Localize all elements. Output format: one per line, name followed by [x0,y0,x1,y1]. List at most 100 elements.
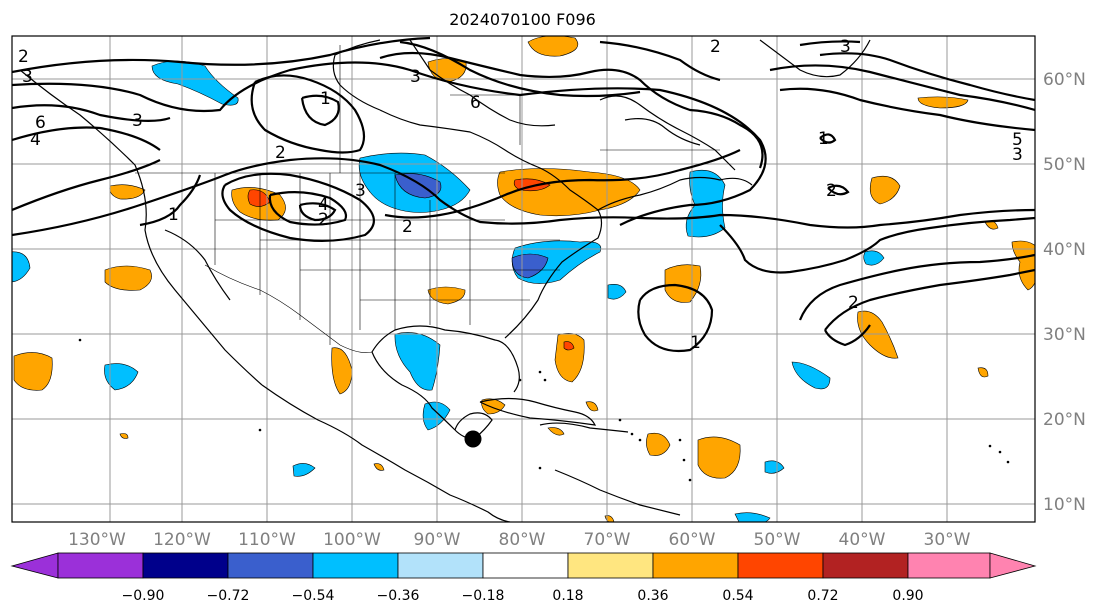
shade-negative [12,251,31,283]
shade-positive [869,175,901,205]
colorbar-tick-label: −0.72 [207,588,250,604]
longitude-label: 40°W [839,530,886,550]
latitude-label: 20°N [1043,410,1086,430]
shade-positive [373,463,385,471]
shade-negative [607,284,627,300]
longitude-label: 90°W [414,530,461,550]
shade-positive [664,264,702,303]
colorbar-tick-label: −0.54 [292,588,335,604]
shade-positive [119,433,129,439]
colorbar-tick-label: 0.90 [892,588,923,604]
colorbar-segment [482,552,569,579]
contour-label: 2 [318,210,329,230]
colorbar-segment [312,552,399,579]
shade-positive [527,36,579,57]
shade-negative [734,512,771,522]
map-title: 2024070100 F096 [449,10,596,29]
longitude-labels: 130°W 120°W 110°W 100°W 90°W 80°W 70°W 6… [68,530,971,550]
colorbar-segment [57,552,144,579]
longitude-label: 30°W [924,530,971,550]
contour-label: 6 [35,113,46,133]
shade-negative [791,361,831,390]
contour-label: 2 [826,181,837,201]
contour-label-group: 2 3 6 4 3 1 2 3 4 2 1 2 6 3 5 3 1 2 2 1 … [18,37,1023,353]
shade-positive [331,347,353,395]
colorbar [10,552,1037,579]
longitude-label: 100°W [323,530,381,550]
shade-positive [547,427,565,436]
shade-positive [604,515,615,522]
contour-label: 2 [848,293,859,313]
shade-positive [697,436,741,479]
latitude-label: 60°N [1043,70,1086,90]
shade-negative [292,463,316,477]
shade-positive [497,168,641,217]
colorbar-segment [397,552,484,579]
colorbar-segment [907,552,991,579]
map-area [12,36,1035,522]
longitude-label: 110°W [238,530,296,550]
colorbar-tick-label: −0.90 [122,588,165,604]
contour-label: 1 [818,129,829,149]
caribbean-islands [78,338,1010,482]
colorbar-segment [567,552,654,579]
colorbar-segment [227,552,314,579]
shade-positive [646,432,671,456]
contour-label: 2 [275,143,286,163]
contour-label: 1 [168,205,179,225]
contour-label: 4 [30,130,41,150]
shade-positive [1011,240,1035,291]
latitude-label: 50°N [1043,155,1086,175]
shade-positive [13,352,53,391]
latitude-labels: 60°N 50°N 40°N 30°N 20°N 10°N [1043,70,1086,515]
colorbar-segment [142,552,229,579]
anomaly-shading [12,36,1035,522]
shade-positive [427,286,466,305]
shade-negative [394,332,441,391]
longitude-label: 130°W [68,530,126,550]
colorbar-segment [822,552,909,579]
contour-label: 1 [320,89,331,109]
latitude-label: 10°N [1043,495,1086,515]
contour-label: 3 [840,37,851,57]
colorbar-tick-label: 0.18 [552,588,583,604]
colorbar-tick-label: 0.72 [807,588,838,604]
colorbar-ticks: −0.90 −0.72 −0.54 −0.36 −0.18 0.18 0.36 … [122,588,924,604]
shade-positive [104,265,152,291]
longitude-label: 70°W [584,530,631,550]
contour-label: 3 [410,67,421,87]
colorbar-extend-low [10,552,59,579]
shade-positive [109,184,146,200]
shade-positive [585,401,599,412]
shade-strong-positive [563,341,575,351]
contour-label: 5 [1012,130,1023,150]
colorbar-segment [737,552,824,579]
shade-negative [764,460,785,474]
longitude-label: 120°W [153,530,211,550]
shade-negative [151,60,239,106]
shade-positive [977,367,989,378]
longitude-label: 80°W [499,530,546,550]
contour-label: 3 [22,67,33,87]
storm-center-marker [464,430,482,448]
contour-label: 4 [318,195,329,215]
shade-negative [863,250,885,266]
contour-lines [12,36,1035,353]
shade-positive [857,310,899,359]
colorbar-tick-label: −0.36 [377,588,420,604]
map-frame [11,35,1036,523]
colorbar-segment [652,552,739,579]
contour-label: 6 [470,93,481,113]
contour-label: 2 [18,47,29,67]
longitude-label: 50°W [754,530,801,550]
colorbar-tick-label: 0.54 [722,588,753,604]
colorbar-tick-label: 0.36 [637,588,668,604]
contour-label: 3 [1012,145,1023,165]
contour-label: 2 [402,217,413,237]
contour-label: 2 [710,37,721,57]
shade-negative [104,363,139,391]
colorbar-extend-high [989,552,1037,579]
colorbar-tick-label: −0.18 [462,588,505,604]
longitude-label: 60°W [669,530,716,550]
